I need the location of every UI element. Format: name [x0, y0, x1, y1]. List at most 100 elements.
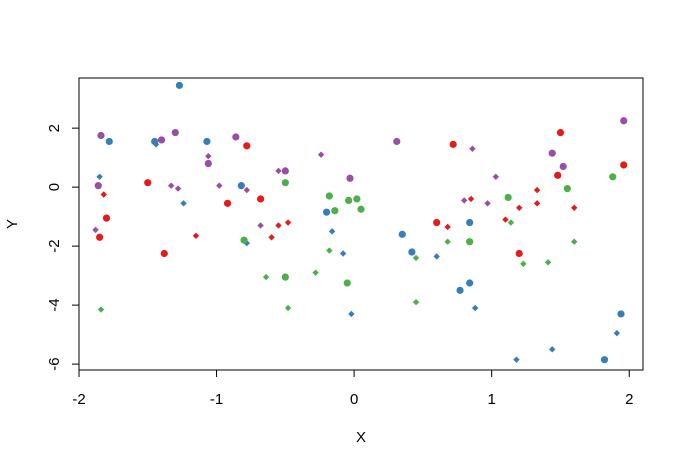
data-point	[203, 137, 211, 146]
x-axis: -2 -1 0 1 2	[72, 369, 633, 408]
data-point	[232, 133, 240, 141]
data-point	[433, 253, 440, 260]
data-point	[243, 142, 251, 150]
data-point	[507, 219, 515, 226]
data-point	[548, 149, 556, 157]
data-point	[520, 260, 527, 268]
data-point	[157, 136, 166, 144]
data-point	[97, 131, 105, 140]
data-point	[192, 232, 200, 239]
data-point	[240, 236, 248, 244]
data-point	[466, 218, 474, 227]
data-point	[563, 185, 571, 193]
data-point	[284, 219, 292, 226]
data-point	[284, 304, 292, 312]
data-point	[515, 204, 523, 211]
data-point	[345, 196, 353, 205]
y-axis: -6 -4 -2 0 2	[46, 124, 80, 371]
data-point	[348, 310, 355, 318]
data-point	[492, 173, 500, 181]
data-point	[554, 171, 562, 179]
data-point	[257, 222, 264, 229]
data-point	[339, 250, 347, 257]
data-point	[620, 117, 628, 125]
data-point	[180, 200, 187, 207]
data-point	[609, 173, 617, 181]
x-tick-label: -2	[72, 391, 85, 408]
y-axis-label: Y	[4, 219, 21, 229]
data-point	[256, 195, 265, 203]
data-point	[353, 195, 361, 203]
data-point	[346, 174, 354, 182]
data-point	[281, 179, 289, 187]
data-point	[398, 230, 406, 238]
data-point	[152, 141, 160, 148]
data-point	[444, 223, 451, 231]
data-point	[323, 208, 331, 216]
data-point	[484, 200, 491, 207]
data-point	[174, 185, 182, 192]
data-point	[456, 286, 464, 294]
data-point	[102, 214, 111, 222]
data-point	[312, 269, 319, 276]
data-point	[328, 228, 336, 235]
data-point	[268, 234, 275, 241]
data-point	[466, 238, 474, 246]
data-point	[275, 222, 282, 229]
data-point	[205, 152, 212, 160]
data-point	[357, 205, 365, 213]
data-point	[171, 128, 179, 137]
data-point	[515, 249, 523, 258]
data-point	[533, 186, 541, 194]
x-tick-label: 2	[625, 391, 633, 408]
data-point	[466, 279, 474, 287]
data-point	[513, 356, 520, 363]
data-point	[96, 173, 103, 181]
data-point	[326, 247, 333, 254]
data-point	[216, 182, 223, 189]
data-point	[393, 137, 401, 146]
plot-frame	[78, 77, 644, 371]
data-point	[556, 128, 565, 137]
data-point	[444, 238, 451, 245]
data-point	[94, 182, 102, 190]
data-point	[502, 216, 509, 223]
data-point	[92, 226, 99, 234]
data-point	[412, 254, 420, 262]
data-point	[275, 167, 282, 175]
data-point	[600, 356, 609, 364]
data-point	[237, 182, 245, 190]
data-point	[243, 186, 251, 194]
data-point	[620, 161, 628, 169]
data-point	[504, 193, 512, 202]
y-tick-label: 0	[46, 183, 63, 191]
data-point	[97, 306, 105, 313]
data-point	[281, 273, 289, 281]
data-point	[223, 199, 232, 207]
data-point	[175, 81, 184, 89]
x-axis-label: X	[356, 429, 366, 446]
data-point	[204, 159, 212, 168]
data-point	[449, 140, 457, 148]
points-layer	[92, 81, 628, 364]
data-point	[331, 207, 339, 215]
data-point	[167, 182, 175, 189]
data-point	[144, 179, 152, 187]
data-point	[281, 167, 289, 175]
data-point	[469, 145, 476, 152]
data-point	[433, 218, 441, 227]
data-point	[613, 329, 621, 337]
data-point	[571, 204, 578, 211]
y-tick-label: 2	[46, 124, 63, 132]
data-point	[317, 151, 325, 158]
data-point	[571, 238, 578, 245]
data-point	[460, 197, 468, 204]
x-tick-label: -1	[210, 391, 223, 408]
y-tick-label: -6	[46, 357, 63, 370]
data-point	[412, 298, 420, 306]
data-point	[467, 195, 475, 203]
data-point	[408, 248, 416, 256]
data-point	[325, 192, 333, 200]
data-point	[471, 304, 479, 312]
